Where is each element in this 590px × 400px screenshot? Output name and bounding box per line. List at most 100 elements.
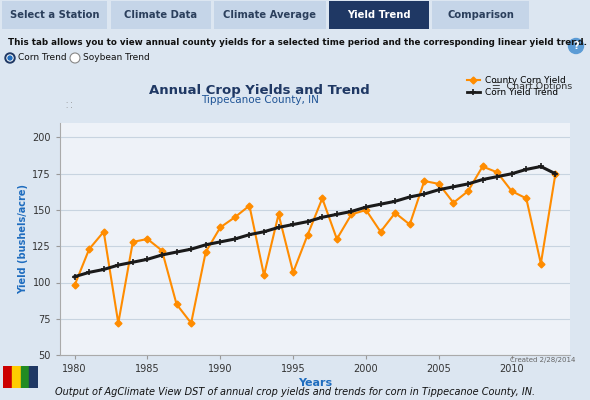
Text: Created 2/28/2014: Created 2/28/2014 [510,357,575,363]
County Corn Yield [319,196,326,201]
County Corn Yield [421,178,428,183]
Corn Yield Trend [129,260,136,265]
Text: Output of AgClimate View DST of annual crop yields and trends for corn in Tippec: Output of AgClimate View DST of annual c… [55,387,535,397]
Corn Yield Trend [333,212,340,217]
County Corn Yield [508,189,515,194]
County Corn Yield [406,222,413,227]
Corn Yield Trend [71,274,78,279]
County Corn Yield [275,212,282,217]
Bar [30,366,38,388]
Corn Yield Trend [100,267,107,272]
County Corn Yield [144,236,151,241]
County Corn Yield [333,236,340,241]
Corn Yield Trend [246,232,253,237]
FancyBboxPatch shape [329,1,429,29]
Text: Climate Data: Climate Data [124,10,197,20]
County Corn Yield [435,182,442,186]
FancyBboxPatch shape [432,1,529,29]
Text: · ·
· ·: · · · · [66,100,73,111]
Corn Yield Trend [523,167,530,172]
Corn Yield Trend [450,184,457,189]
Corn Yield Trend [144,257,151,262]
Y-axis label: Yield (bushels/acre): Yield (bushels/acre) [18,184,28,294]
Bar [21,366,30,388]
Corn Yield Trend [86,270,93,275]
Line: Corn Yield Trend: Corn Yield Trend [71,163,559,280]
FancyBboxPatch shape [214,1,326,29]
Corn Yield Trend [304,219,312,224]
Circle shape [569,38,584,54]
FancyBboxPatch shape [111,1,211,29]
FancyBboxPatch shape [2,1,107,29]
Corn Yield Trend [479,177,486,182]
County Corn Yield [304,232,312,237]
County Corn Yield [231,215,238,220]
Text: This tab allows you to view annual county yields for a selected time period and : This tab allows you to view annual count… [8,38,587,47]
County Corn Yield [348,212,355,217]
Corn Yield Trend [508,171,515,176]
County Corn Yield [71,283,78,288]
County Corn Yield [377,229,384,234]
County Corn Yield [523,196,530,201]
Corn Yield Trend [406,194,413,199]
Corn Yield Trend [319,215,326,220]
Bar [3,366,12,388]
Text: Climate Average: Climate Average [224,10,316,20]
Text: Select a Station: Select a Station [10,10,99,20]
County Corn Yield [114,321,122,326]
Text: ☰  Chart Options: ☰ Chart Options [492,82,572,91]
Text: Soybean Trend: Soybean Trend [83,54,150,62]
County Corn Yield [86,247,93,252]
Corn Yield Trend [188,247,195,252]
Legend: County Corn Yield, Corn Yield Trend: County Corn Yield, Corn Yield Trend [467,76,565,97]
County Corn Yield [290,270,297,275]
Corn Yield Trend [202,242,209,247]
Corn Yield Trend [464,182,471,186]
Text: Annual Crop Yields and Trend: Annual Crop Yields and Trend [149,84,370,97]
Text: Tippecanoe County, IN: Tippecanoe County, IN [201,95,319,105]
Corn Yield Trend [552,171,559,176]
County Corn Yield [392,210,399,215]
Text: Comparison: Comparison [447,10,514,20]
County Corn Yield [450,200,457,205]
Corn Yield Trend [392,199,399,204]
X-axis label: Years: Years [298,378,332,388]
Corn Yield Trend [435,187,442,192]
County Corn Yield [202,250,209,254]
County Corn Yield [479,164,486,169]
Corn Yield Trend [348,209,355,214]
Corn Yield Trend [537,164,545,169]
County Corn Yield [494,170,501,175]
Corn Yield Trend [173,250,180,254]
Corn Yield Trend [377,202,384,206]
Corn Yield Trend [260,229,267,234]
Corn Yield Trend [231,236,238,241]
Circle shape [8,56,12,60]
County Corn Yield [464,189,471,194]
County Corn Yield [246,203,253,208]
County Corn Yield [100,229,107,234]
County Corn Yield [217,225,224,230]
Line: County Corn Yield: County Corn Yield [72,164,558,326]
County Corn Yield [159,248,166,253]
Corn Yield Trend [217,240,224,244]
Text: ?: ? [573,41,579,51]
County Corn Yield [173,302,180,307]
Corn Yield Trend [362,205,369,210]
County Corn Yield [260,273,267,278]
Corn Yield Trend [275,225,282,230]
Circle shape [7,55,13,61]
County Corn Yield [188,321,195,326]
Corn Yield Trend [421,192,428,196]
Corn Yield Trend [114,263,122,268]
County Corn Yield [129,240,136,244]
County Corn Yield [552,171,559,176]
County Corn Yield [362,208,369,212]
Corn Yield Trend [290,222,297,227]
Bar [12,366,21,388]
Text: Yield Trend: Yield Trend [348,10,411,20]
Circle shape [5,53,15,63]
County Corn Yield [537,261,545,266]
Corn Yield Trend [159,252,166,257]
Corn Yield Trend [494,174,501,179]
